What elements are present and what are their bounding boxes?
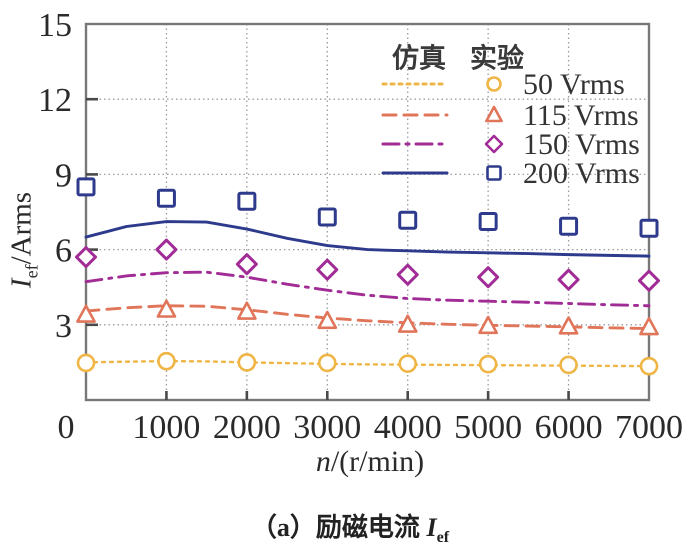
- y-tick-label: 3: [55, 308, 72, 345]
- experiment-marker-150-vrms: [235, 253, 258, 276]
- simulation-line-200-vrms: [84, 220, 651, 258]
- experiment-marker-200-vrms: [76, 177, 96, 197]
- x-tick-label: 5000: [454, 409, 522, 446]
- experiment-marker-115-vrms: [237, 301, 257, 320]
- caption-symbol: I: [426, 512, 437, 542]
- experiment-marker-200-vrms: [559, 216, 579, 236]
- experiment-marker-200-vrms: [478, 212, 498, 232]
- experiment-marker-200-vrms: [317, 207, 337, 227]
- experiment-marker-115-vrms: [478, 315, 498, 335]
- legend-header-experiment: 实验: [470, 43, 524, 74]
- simulation-line-50-vrms: [84, 359, 651, 368]
- y-tick-label: 6: [55, 233, 72, 270]
- caption-text: （a）励磁电流: [250, 512, 427, 542]
- legend-entry-label: 200 Vrms: [523, 157, 640, 190]
- experiment-marker-115-vrms: [558, 316, 579, 335]
- experiment-marker-50-vrms: [237, 353, 257, 372]
- experiment-marker-200-vrms: [398, 210, 418, 230]
- x-tick-label: 2000: [213, 409, 281, 446]
- caption-subscript: ef: [436, 529, 450, 547]
- legend-entry-label: 115 Vrms: [523, 99, 639, 132]
- x-tick-label: 4000: [374, 409, 442, 446]
- x-tick-label: 7000: [615, 409, 683, 446]
- experiment-marker-50-vrms: [317, 353, 337, 373]
- experiment-marker-200-vrms: [639, 218, 659, 238]
- plot-frame: [84, 22, 651, 402]
- experiment-marker-200-vrms: [156, 188, 176, 208]
- figure-caption: （a）励磁电流 Ief: [251, 507, 449, 547]
- x-axis-title: n/(r/min): [316, 445, 424, 479]
- simulation-line-150-vrms: [84, 270, 651, 308]
- y-axis-unit: /Arms: [5, 191, 38, 265]
- y-tick-label: 9: [55, 157, 72, 194]
- experiment-marker-115-vrms: [397, 314, 418, 333]
- experiment-marker-50-vrms: [478, 354, 498, 374]
- experiment-marker-150-vrms: [557, 268, 580, 291]
- experiment-marker-150-vrms: [316, 258, 339, 281]
- y-axis-title: Ief/Arms: [6, 192, 43, 288]
- x-tick-label: 1000: [132, 409, 200, 446]
- experiment-marker-50-vrms: [559, 355, 578, 375]
- y-tick-label: 15: [38, 7, 72, 44]
- experiment-marker-50-vrms: [76, 353, 96, 373]
- legend-marker-triangle: [485, 105, 503, 123]
- experiment-marker-50-vrms: [639, 356, 659, 376]
- legend-marker-diamond: [484, 134, 504, 154]
- y-axis-symbol: I: [5, 278, 38, 289]
- experiment-marker-150-vrms: [638, 269, 660, 292]
- experiment-marker-150-vrms: [155, 238, 178, 261]
- experiment-marker-150-vrms: [75, 246, 97, 269]
- experiment-marker-115-vrms: [156, 299, 177, 318]
- experiment-marker-115-vrms: [76, 304, 96, 323]
- experiment-marker-150-vrms: [396, 263, 419, 286]
- x-tick-label: 6000: [535, 409, 603, 446]
- legend-entry-label: 50 Vrms: [523, 68, 625, 101]
- legend-entry-label: 150 Vrms: [523, 128, 640, 161]
- experiment-marker-200-vrms: [237, 191, 257, 211]
- x-tick-label: 3000: [293, 409, 361, 446]
- x-tick-label: 0: [58, 409, 75, 446]
- experiment-marker-150-vrms: [477, 266, 500, 289]
- x-axis-symbol: n: [315, 445, 331, 478]
- experiment-marker-115-vrms: [317, 310, 338, 330]
- y-axis-subscript: ef: [21, 264, 42, 279]
- legend-header-simulation: 仿真: [392, 43, 446, 74]
- simulation-line-115-vrms: [84, 304, 651, 331]
- x-axis-unit: /(r/min): [330, 445, 425, 478]
- y-tick-label: 12: [38, 82, 72, 119]
- experiment-marker-115-vrms: [639, 317, 659, 336]
- legend-marker-circle: [486, 76, 502, 92]
- legend-marker-square: [486, 165, 502, 181]
- experiment-marker-50-vrms: [398, 354, 418, 373]
- experiment-marker-50-vrms: [157, 351, 176, 371]
